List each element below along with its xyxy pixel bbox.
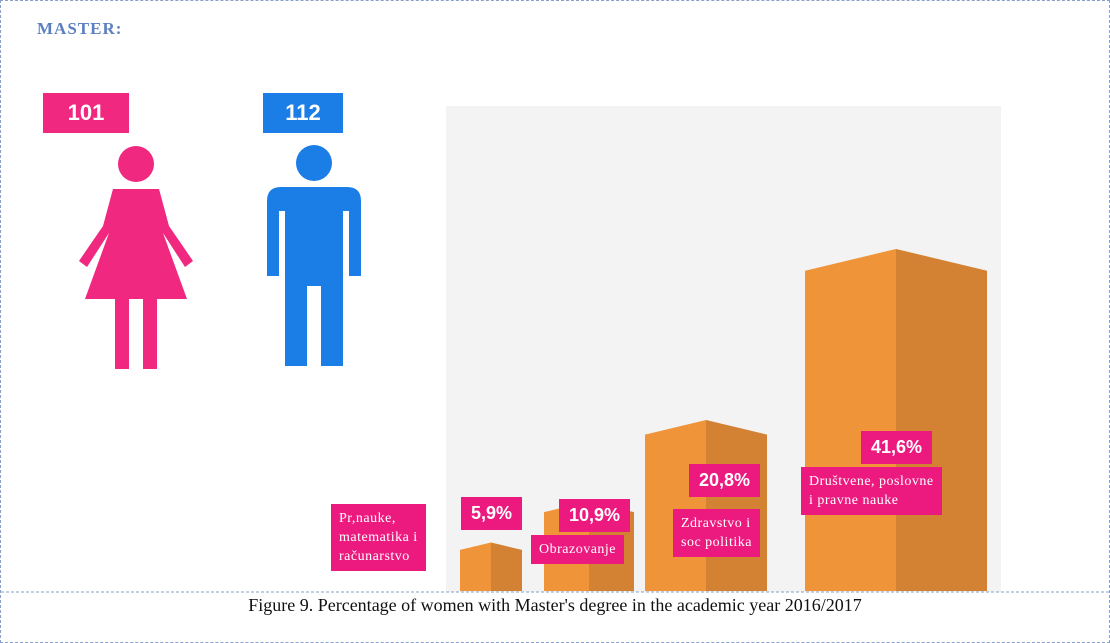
category-label: Društvene, poslovne i pravne nauke <box>801 467 942 515</box>
value-label: 41,6% <box>861 431 932 464</box>
caption: Figure 9. Percentage of women with Maste… <box>1 595 1109 616</box>
woman-icon <box>79 146 193 369</box>
men-count: 112 <box>263 93 343 133</box>
page: MASTER: 101 112 Figure 9. Percentage of … <box>0 0 1110 643</box>
header: MASTER: <box>37 19 122 39</box>
category-label: Zdravstvo i soc politika <box>673 509 760 557</box>
category-label: Obrazovanje <box>531 535 624 564</box>
bar-shade <box>896 249 987 591</box>
value-label: 20,8% <box>689 464 760 497</box>
bar-shade <box>706 420 767 591</box>
bar-shade <box>491 542 522 591</box>
man-icon <box>267 145 361 366</box>
value-label: 10,9% <box>559 499 630 532</box>
women-count: 101 <box>43 93 129 133</box>
value-label: 5,9% <box>461 497 522 530</box>
category-label: Pr,nauke, matematika i računarstvo <box>331 504 426 571</box>
